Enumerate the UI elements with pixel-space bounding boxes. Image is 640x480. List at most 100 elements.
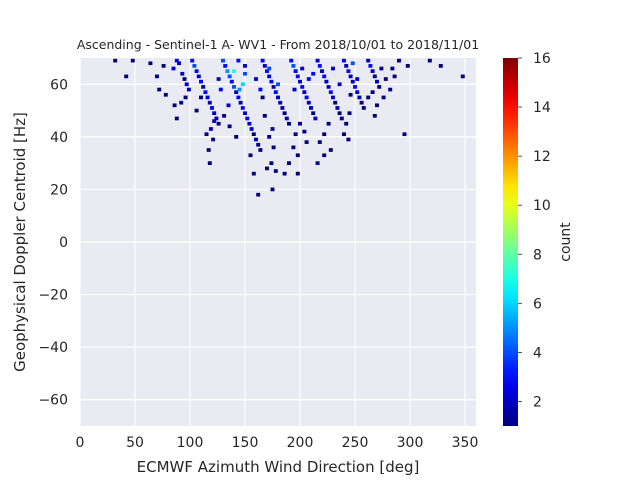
heatmap-cell (315, 58, 320, 63)
heatmap-cell (182, 77, 187, 81)
heatmap-cell (276, 82, 280, 87)
colorbar-tick-label: 16 (533, 51, 551, 67)
heatmap-cell (196, 74, 201, 79)
heatmap-cell (203, 90, 208, 95)
heatmap-cell (171, 66, 176, 71)
heatmap-cell (243, 111, 247, 116)
heatmap-cell (205, 95, 210, 100)
heatmap-cell (295, 74, 300, 79)
colorbar-tick-label: 4 (533, 345, 542, 361)
heatmap-cell (273, 169, 278, 173)
heatmap-cell (355, 90, 360, 95)
heatmap-cell (207, 161, 212, 165)
heatmap-cell (254, 77, 258, 81)
heatmap-cell (287, 121, 291, 126)
heatmap-cell (212, 111, 217, 116)
heatmap-cell (388, 87, 393, 92)
heatmap-cell (247, 121, 252, 126)
heatmap-cell (248, 153, 253, 158)
heatmap-cell (218, 87, 223, 92)
heatmap-cell (339, 116, 344, 121)
heatmap-cell (148, 61, 153, 66)
heatmap-cell (245, 116, 250, 121)
heatmap-cell (315, 161, 320, 165)
heatmap-cell (372, 113, 377, 118)
heatmap-cell (223, 64, 228, 68)
heatmap-cell (240, 106, 245, 110)
heatmap-cell (322, 153, 327, 158)
chart-title: Ascending - Sentinel-1 A- WV1 - From 201… (77, 37, 479, 52)
heatmap-cell (298, 121, 302, 126)
heatmap-cell (199, 95, 203, 100)
heatmap-cell (348, 92, 353, 97)
heatmap-cell (322, 74, 327, 79)
heatmap-cell (322, 132, 327, 137)
heatmap-cell (392, 74, 397, 79)
heatmap-cell (267, 66, 272, 71)
heatmap-cell (212, 119, 217, 123)
heatmap-cell (372, 74, 377, 79)
heatmap-cell (328, 90, 333, 95)
y-axis-label: Geophysical Doppler Centroid [Hz] (11, 112, 29, 372)
heatmap-cell (381, 95, 386, 100)
heatmap-cell (311, 71, 316, 76)
heatmap-cell (293, 69, 298, 73)
heatmap-cell (291, 145, 296, 150)
heatmap-cell (180, 71, 185, 76)
heatmap-cell (210, 106, 214, 110)
heatmap-cell (225, 69, 230, 73)
heatmap-cell (226, 103, 231, 108)
heatmap-cell (227, 124, 232, 129)
heatmap-cell (201, 85, 206, 89)
heatmap-cell (258, 87, 263, 92)
heatmap-cell (402, 132, 407, 137)
y-tick-label: 20 (50, 182, 68, 198)
heatmap-cell (366, 95, 371, 100)
heatmap-cell (256, 192, 261, 197)
heatmap-cell (370, 69, 375, 73)
heatmap-cell (337, 82, 342, 87)
heatmap-cell (304, 95, 309, 100)
heatmap-cell (320, 69, 324, 73)
heatmap-cell (238, 100, 243, 105)
colorbar-tick-label: 12 (533, 149, 551, 165)
heatmap-cell (251, 171, 256, 176)
heatmap-cell (302, 129, 307, 134)
heatmap-cell (270, 187, 275, 192)
heatmap-cell (337, 111, 342, 116)
y-tick-label: −20 (38, 288, 68, 304)
heatmap-cell (207, 100, 212, 105)
heatmap-cell (302, 90, 307, 95)
colorbar-tick-label: 8 (533, 247, 542, 263)
heatmap-cell (184, 82, 189, 87)
heatmap-cell (287, 161, 291, 165)
heatmap-cell (390, 66, 395, 71)
heatmap-cell (157, 87, 162, 92)
heatmap-cell (229, 79, 234, 84)
heatmap-cell (438, 64, 443, 68)
heatmap-cell (234, 90, 239, 95)
heatmap-cell (236, 58, 241, 63)
heatmap-cell (161, 64, 166, 68)
heatmap-cell (366, 58, 371, 63)
heatmap-cell (243, 64, 247, 68)
heatmap-cell (306, 100, 311, 105)
heatmap-cell (289, 58, 294, 63)
heatmap-cell (379, 66, 384, 71)
heatmap-cell (174, 116, 179, 121)
heatmap-cell (280, 106, 285, 110)
heatmap-cell (194, 69, 199, 73)
heatmap-cell (155, 74, 159, 79)
y-tick-label: −40 (38, 340, 68, 356)
heatmap-cell (292, 87, 297, 92)
heatmap-cell (361, 106, 366, 110)
heatmap-cell (348, 74, 353, 79)
x-tick-label: 150 (232, 435, 259, 451)
heatmap-cell (265, 69, 269, 73)
heatmap-cell (249, 127, 254, 131)
heatmap-cell (124, 74, 129, 79)
heatmap-cell (227, 74, 232, 79)
colorbar (503, 58, 518, 426)
heatmap-cell (347, 111, 352, 116)
